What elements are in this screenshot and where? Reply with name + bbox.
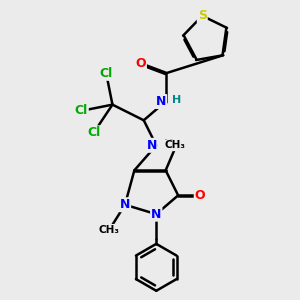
Text: Cl: Cl [100, 67, 113, 80]
Text: CH₃: CH₃ [99, 225, 120, 235]
Text: Cl: Cl [87, 126, 100, 139]
Text: Cl: Cl [74, 104, 88, 117]
Text: O: O [135, 58, 146, 70]
Text: CH₃: CH₃ [164, 140, 185, 150]
Text: H: H [172, 95, 181, 105]
Text: N: N [156, 95, 166, 108]
Text: O: O [195, 189, 206, 202]
Text: N: N [120, 198, 130, 211]
Text: S: S [198, 9, 207, 22]
Text: N: N [146, 139, 157, 152]
Text: H: H [164, 139, 173, 149]
Text: N: N [151, 208, 161, 220]
